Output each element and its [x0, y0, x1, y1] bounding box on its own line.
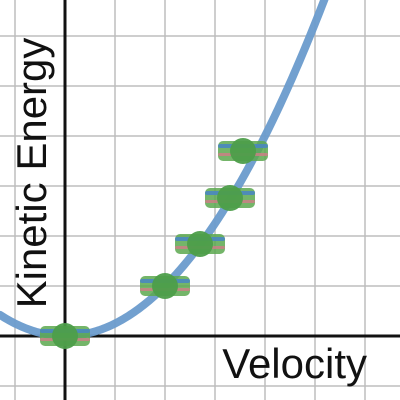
point-dot [187, 231, 213, 257]
point-dot [230, 138, 256, 164]
point-dot [152, 273, 178, 299]
point-dot [217, 185, 243, 211]
x-axis-title: Velocity [222, 340, 367, 387]
data-point [205, 185, 255, 211]
data-point [40, 323, 90, 349]
point-dot [52, 323, 78, 349]
data-points [40, 138, 268, 349]
data-point [218, 138, 268, 164]
y-axis-title: Kinetic Energy [8, 38, 55, 309]
data-point [175, 231, 225, 257]
data-point [140, 273, 190, 299]
